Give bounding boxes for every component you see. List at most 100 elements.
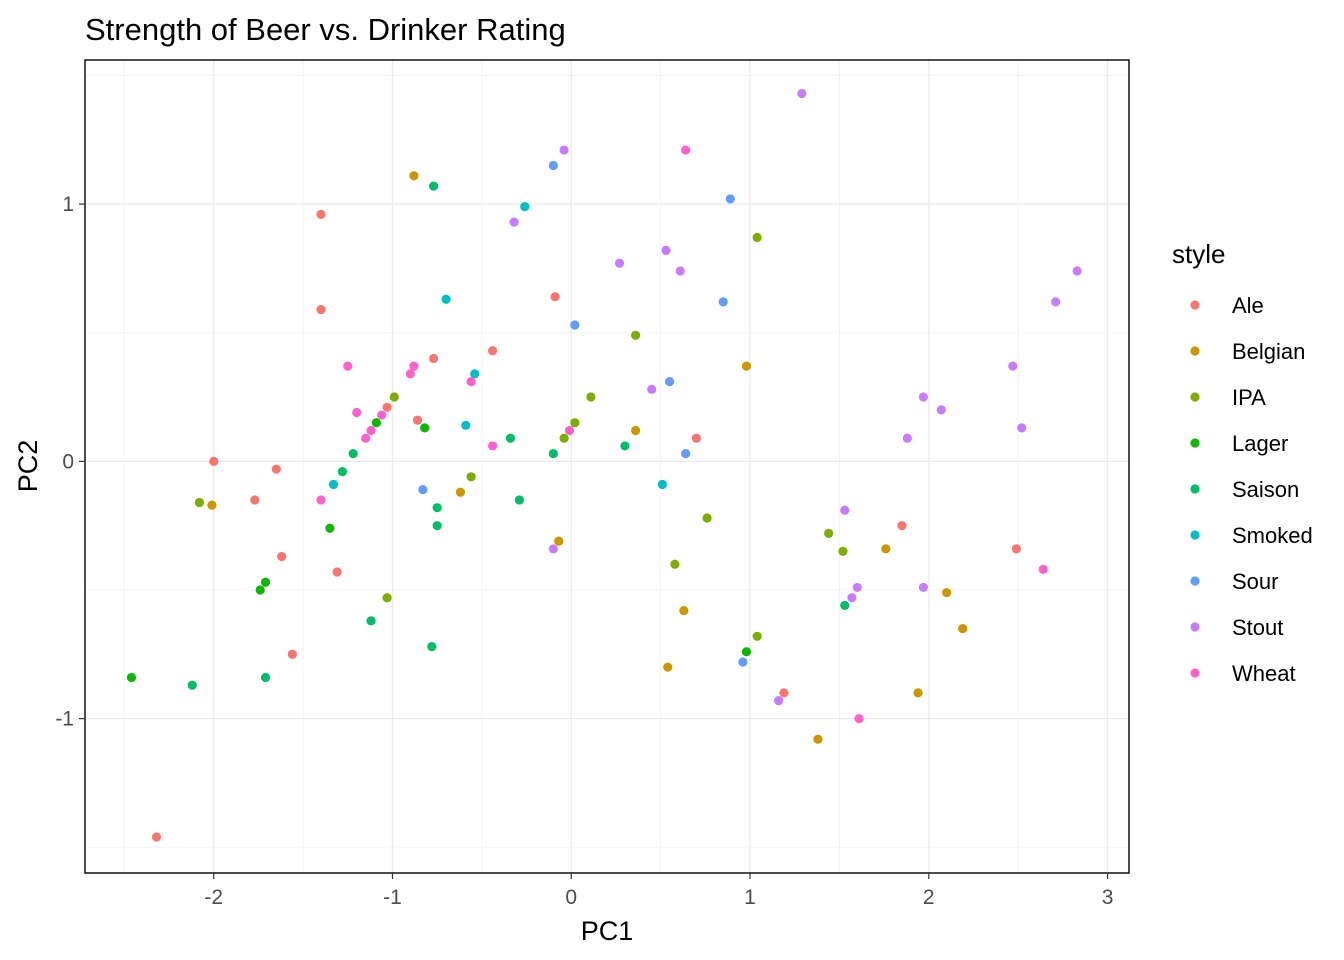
point-saison bbox=[187, 680, 197, 690]
point-lager bbox=[741, 647, 752, 657]
point-stout bbox=[675, 266, 685, 276]
legend-key-wheat bbox=[1190, 668, 1200, 678]
legend-key-smoked bbox=[1190, 530, 1200, 540]
y-tick-label: 0 bbox=[62, 450, 74, 473]
point-belgian bbox=[958, 623, 968, 634]
point-stout bbox=[559, 145, 569, 155]
point-stout bbox=[918, 392, 929, 402]
point-sour bbox=[718, 297, 728, 307]
point-sour bbox=[570, 320, 580, 330]
point-ale bbox=[487, 346, 498, 356]
point-saison bbox=[260, 672, 271, 683]
point-stout bbox=[852, 582, 862, 593]
point-ale bbox=[382, 402, 392, 412]
legend-key-belgian bbox=[1190, 346, 1200, 356]
point-ipa bbox=[559, 433, 569, 443]
point-saison bbox=[432, 521, 442, 531]
legend-label-smoked: Smoked bbox=[1232, 523, 1313, 548]
point-stout bbox=[1051, 297, 1061, 307]
point-lager bbox=[255, 585, 265, 595]
point-ipa bbox=[838, 546, 848, 557]
legend-key-ipa bbox=[1190, 392, 1200, 402]
point-stout bbox=[647, 384, 657, 394]
legend-label-wheat: Wheat bbox=[1232, 661, 1296, 686]
legend-label-lager: Lager bbox=[1232, 431, 1288, 456]
point-lager bbox=[126, 672, 137, 683]
point-ale bbox=[332, 567, 342, 577]
point-belgian bbox=[631, 425, 641, 436]
point-lager bbox=[260, 577, 271, 587]
point-saison bbox=[366, 616, 376, 626]
point-stout bbox=[614, 258, 625, 268]
x-axis-title: PC1 bbox=[581, 916, 634, 946]
point-saison bbox=[427, 641, 437, 652]
point-stout bbox=[548, 544, 558, 554]
point-wheat bbox=[316, 495, 326, 505]
point-belgian bbox=[741, 361, 752, 371]
legend-key-ale bbox=[1190, 300, 1200, 310]
point-sour bbox=[725, 194, 735, 204]
y-tick-label: 1 bbox=[62, 193, 74, 216]
point-ale bbox=[779, 688, 789, 698]
point-smoked bbox=[520, 202, 530, 212]
point-ale bbox=[691, 433, 701, 443]
point-ale bbox=[287, 649, 297, 659]
x-tick-label: -2 bbox=[204, 886, 223, 909]
point-ipa bbox=[389, 392, 399, 402]
point-ipa bbox=[570, 418, 580, 428]
x-tick-label: 2 bbox=[923, 886, 935, 909]
point-wheat bbox=[366, 425, 376, 436]
point-ipa bbox=[670, 559, 680, 569]
point-stout bbox=[797, 88, 807, 99]
point-saison bbox=[432, 503, 442, 513]
point-belgian bbox=[942, 587, 952, 598]
major-gridlines bbox=[85, 60, 1129, 873]
point-wheat bbox=[564, 425, 575, 436]
data-points bbox=[126, 88, 1082, 842]
point-ale bbox=[428, 353, 439, 364]
point-wheat bbox=[1038, 564, 1048, 575]
legend-label-stout: Stout bbox=[1232, 615, 1283, 640]
point-sour bbox=[548, 160, 558, 171]
point-lager bbox=[325, 523, 335, 533]
point-saison bbox=[348, 449, 358, 459]
legend-label-ipa: IPA bbox=[1232, 385, 1266, 410]
point-ipa bbox=[631, 330, 641, 340]
point-wheat bbox=[681, 145, 691, 155]
point-ale bbox=[316, 209, 326, 219]
x-axis-ticks: -2 -1 0 1 2 3 bbox=[204, 873, 1113, 909]
point-stout bbox=[847, 593, 857, 603]
point-smoked bbox=[461, 420, 471, 430]
point-smoked bbox=[470, 369, 480, 379]
panel-border bbox=[84, 59, 1130, 874]
point-ale bbox=[209, 456, 219, 466]
legend-items: Ale Belgian IPA Lager Saison Smoked Sour Stout W… bbox=[1190, 293, 1313, 686]
point-stout bbox=[1017, 423, 1027, 433]
legend-key-sour bbox=[1190, 576, 1200, 586]
minor-gridlines bbox=[85, 60, 1129, 873]
point-stout bbox=[902, 433, 912, 443]
point-stout bbox=[509, 217, 519, 227]
point-saison bbox=[505, 433, 516, 443]
point-saison bbox=[337, 467, 348, 477]
x-tick-label: 1 bbox=[744, 886, 756, 909]
point-stout bbox=[661, 245, 671, 255]
point-belgian bbox=[455, 487, 466, 497]
y-axis-ticks: -1 0 1 bbox=[55, 193, 85, 731]
point-belgian bbox=[881, 544, 891, 554]
point-wheat bbox=[377, 410, 387, 420]
point-ipa bbox=[586, 392, 596, 402]
point-belgian bbox=[679, 605, 689, 616]
point-sour bbox=[418, 485, 428, 495]
legend-label-belgian: Belgian bbox=[1232, 339, 1305, 364]
point-ale bbox=[1011, 544, 1021, 554]
legend-key-saison bbox=[1190, 484, 1200, 494]
point-ipa bbox=[824, 528, 834, 538]
point-smoked bbox=[328, 479, 339, 490]
x-tick-label: -1 bbox=[383, 886, 402, 909]
point-stout bbox=[840, 505, 850, 515]
point-saison bbox=[840, 600, 850, 611]
legend: style Ale Belgian IPA Lager Saison Smoked Sour… bbox=[1172, 239, 1313, 686]
